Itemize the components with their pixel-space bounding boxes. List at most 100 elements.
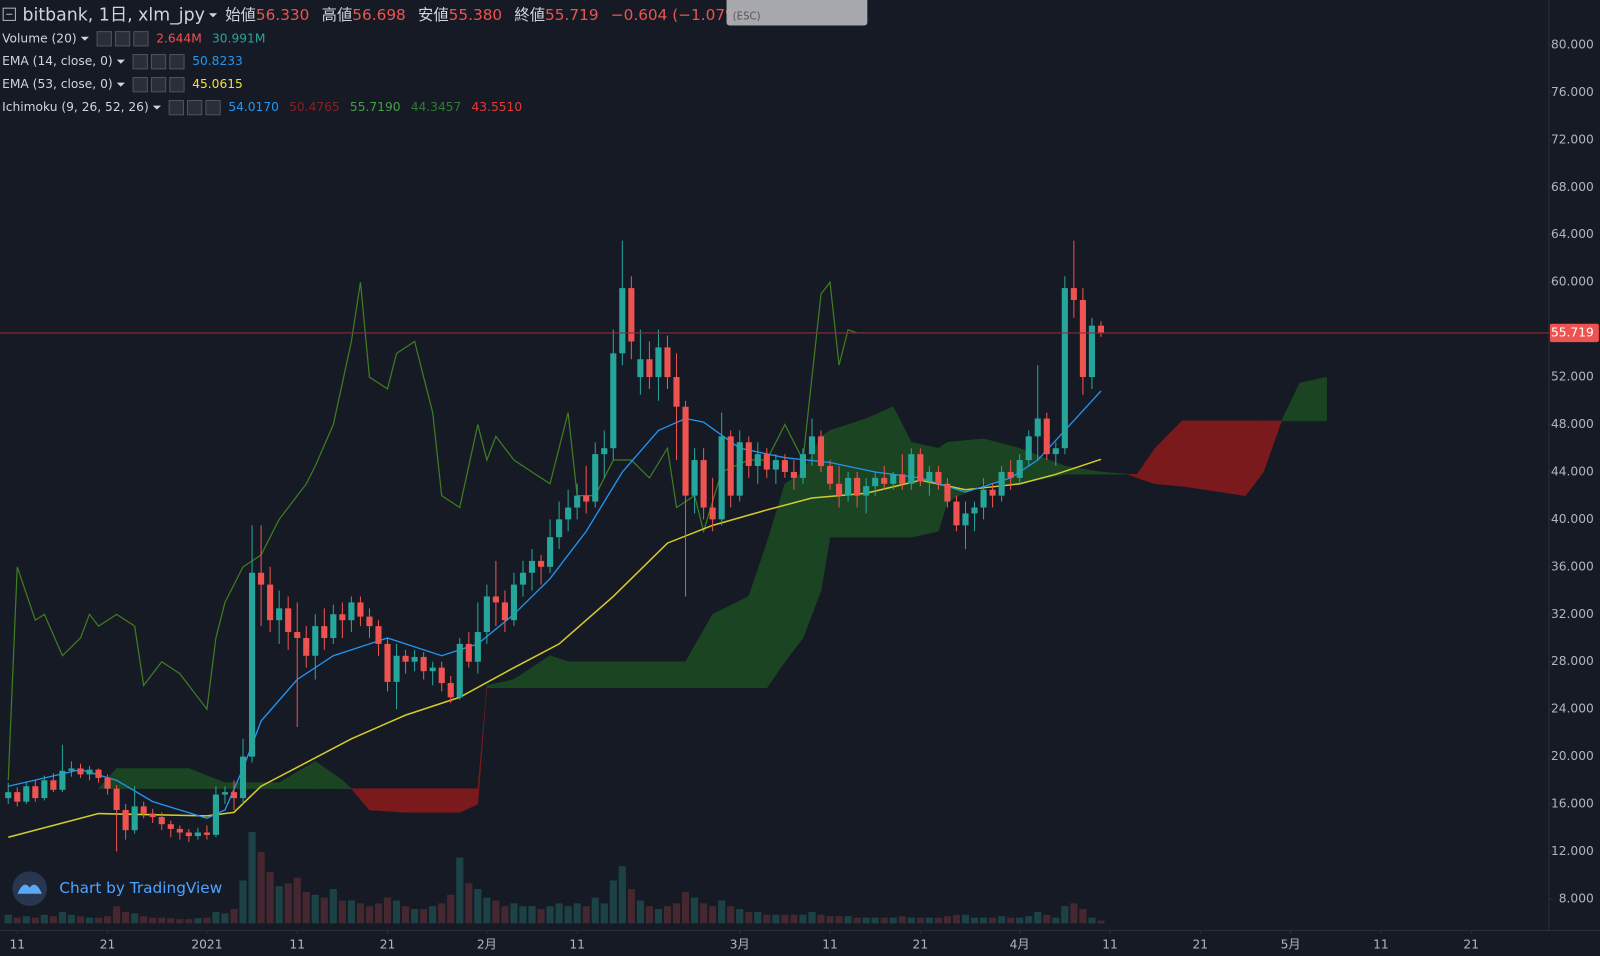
volume-bar xyxy=(943,916,952,924)
indicator-button[interactable] xyxy=(132,54,148,70)
volume-bar xyxy=(22,916,30,924)
dropdown-caret[interactable] xyxy=(152,105,161,110)
volume-bar xyxy=(772,914,780,924)
y-tick-label: 48.000 xyxy=(1551,417,1594,431)
indicator-button[interactable] xyxy=(168,99,184,116)
candle-body xyxy=(1061,288,1068,449)
candle-body xyxy=(122,809,129,831)
volume-bar xyxy=(320,897,328,924)
candle-body xyxy=(556,519,563,538)
candle-body xyxy=(221,792,229,795)
cloud-segment xyxy=(1299,376,1327,422)
volume-bar xyxy=(1016,917,1024,924)
indicator-button[interactable] xyxy=(133,31,149,47)
dropdown-caret[interactable] xyxy=(116,59,125,64)
indicator-button[interactable] xyxy=(187,99,203,116)
ichimoku-cloud xyxy=(97,376,1327,813)
volume-bar xyxy=(700,903,708,924)
candle-body xyxy=(836,483,843,496)
indicator-button[interactable] xyxy=(150,54,167,70)
candle-body xyxy=(456,643,463,698)
volume-bar xyxy=(429,906,437,924)
indicator-button[interactable] xyxy=(114,31,131,47)
y-tick-label: 16.000 xyxy=(1551,797,1594,811)
volume-bar xyxy=(474,889,482,924)
volume-bar xyxy=(591,897,599,924)
candle-body xyxy=(393,655,400,682)
indicator-button[interactable] xyxy=(150,77,167,93)
volume-bar xyxy=(356,903,365,924)
volume-bar xyxy=(844,916,852,924)
candle-body xyxy=(176,828,183,833)
candle-body xyxy=(285,608,292,633)
candle-body xyxy=(375,626,382,644)
candle-body xyxy=(357,602,364,617)
cloud-segment xyxy=(549,655,569,689)
candle-body xyxy=(258,572,265,585)
indicator-button[interactable] xyxy=(205,99,221,116)
volume-bar xyxy=(600,903,608,924)
candle-body xyxy=(863,486,870,496)
candle-body xyxy=(890,474,897,484)
x-tick-label: 11 xyxy=(1102,937,1118,951)
candle-body xyxy=(817,436,825,467)
collapse-icon[interactable] xyxy=(2,7,16,21)
candle-body xyxy=(303,637,310,656)
y-tick-label: 24.000 xyxy=(1551,702,1594,716)
volume-bar xyxy=(1079,909,1087,924)
popup-box[interactable] xyxy=(726,0,868,26)
candle-body xyxy=(1070,288,1077,300)
dropdown-caret[interactable] xyxy=(208,13,218,18)
candle-body xyxy=(483,596,490,633)
y-tick-label: 76.000 xyxy=(1551,85,1594,99)
x-tick-label: 4月 xyxy=(1010,937,1030,951)
candle-body xyxy=(745,442,752,467)
volume-bar xyxy=(979,917,988,924)
x-tick-label: 2021 xyxy=(191,937,222,951)
cloud-segment xyxy=(342,779,353,789)
x-tick-label: 21 xyxy=(913,937,929,951)
candle-body xyxy=(276,608,283,621)
volume-bar xyxy=(853,917,861,924)
indicator-button[interactable] xyxy=(132,77,148,93)
volume-bar xyxy=(1088,917,1096,924)
volume-bar xyxy=(257,851,265,924)
volume-bar xyxy=(916,917,924,924)
candle-body xyxy=(402,655,409,662)
volume-bar xyxy=(925,917,933,924)
volume-bar xyxy=(934,917,942,924)
y-tick-label: 72.000 xyxy=(1551,132,1594,146)
dropdown-caret[interactable] xyxy=(116,82,125,87)
candle-body xyxy=(158,817,165,825)
candle-body xyxy=(763,454,770,470)
volume-bar xyxy=(31,917,39,924)
indicator-button[interactable] xyxy=(169,54,185,70)
volume-bar xyxy=(347,900,355,924)
volume-bar xyxy=(13,917,21,924)
y-tick-label: 44.000 xyxy=(1551,464,1594,478)
volume-bar xyxy=(880,917,888,924)
volume-bar xyxy=(438,903,446,924)
volume-bar xyxy=(456,857,464,924)
dropdown-caret[interactable] xyxy=(80,36,89,41)
candle-body xyxy=(1097,325,1105,333)
candle-body xyxy=(294,632,301,638)
candle-body xyxy=(185,832,192,837)
volume-bar xyxy=(862,917,870,924)
last-price-tag xyxy=(1549,323,1599,343)
candle-body xyxy=(899,474,906,484)
candle-body xyxy=(646,359,653,378)
candle-body xyxy=(447,683,454,698)
candle-body xyxy=(366,616,373,627)
candle-body xyxy=(321,626,328,638)
candle-body xyxy=(664,347,671,378)
y-tick-label: 60.000 xyxy=(1551,275,1594,289)
volume-bar xyxy=(58,911,66,924)
indicator-button[interactable] xyxy=(169,77,185,93)
candle-body xyxy=(32,786,39,799)
indicator-button[interactable] xyxy=(96,31,112,47)
volume-bar xyxy=(609,880,617,924)
volume-bar xyxy=(871,917,879,924)
y-tick-label: 68.000 xyxy=(1551,180,1594,194)
candle-body xyxy=(682,406,689,496)
